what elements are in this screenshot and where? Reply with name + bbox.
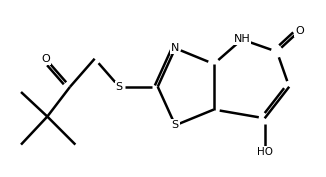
Text: O: O — [295, 26, 304, 36]
Text: NH: NH — [233, 34, 250, 44]
Text: HO: HO — [257, 147, 273, 157]
Text: O: O — [41, 54, 50, 64]
Text: S: S — [116, 82, 123, 92]
Text: N: N — [171, 43, 179, 53]
Text: S: S — [172, 120, 179, 130]
